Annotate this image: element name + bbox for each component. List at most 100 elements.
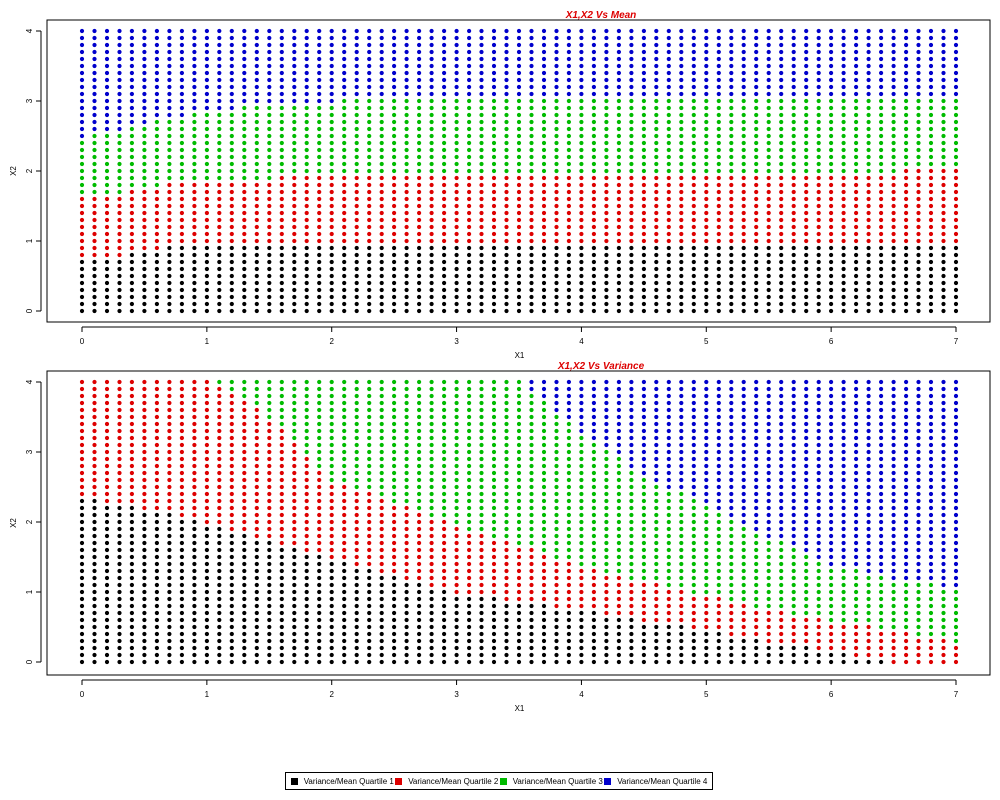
point-q2 bbox=[342, 533, 347, 539]
point-q3 bbox=[541, 505, 547, 511]
point-q2 bbox=[354, 561, 359, 567]
point-q2 bbox=[242, 224, 247, 230]
point-q1 bbox=[928, 287, 934, 293]
point-q2 bbox=[167, 231, 172, 237]
point-q3 bbox=[404, 140, 409, 146]
point-q2 bbox=[367, 540, 372, 546]
point-q1 bbox=[367, 610, 372, 616]
point-q4 bbox=[142, 77, 147, 83]
point-q3 bbox=[716, 161, 721, 167]
point-q1 bbox=[229, 624, 234, 630]
point-q1 bbox=[541, 631, 547, 637]
point-q1 bbox=[129, 603, 134, 609]
point-q1 bbox=[292, 582, 297, 588]
point-q1 bbox=[267, 659, 272, 665]
point-q4 bbox=[292, 77, 297, 83]
point-q2 bbox=[454, 526, 459, 532]
point-q3 bbox=[604, 463, 609, 469]
point-q2 bbox=[729, 224, 734, 230]
point-q2 bbox=[529, 217, 534, 223]
point-q4 bbox=[616, 435, 622, 441]
point-q2 bbox=[404, 238, 409, 244]
point-q2 bbox=[916, 182, 921, 188]
point-q4 bbox=[566, 35, 572, 41]
point-q1 bbox=[117, 582, 122, 588]
point-q3 bbox=[79, 161, 85, 167]
point-q1 bbox=[204, 294, 209, 300]
point-q3 bbox=[267, 133, 272, 139]
point-q2 bbox=[279, 224, 284, 230]
point-q3 bbox=[591, 112, 597, 118]
point-q2 bbox=[342, 554, 347, 560]
point-q1 bbox=[691, 652, 696, 658]
point-q3 bbox=[467, 491, 472, 497]
point-q3 bbox=[629, 484, 634, 490]
point-q1 bbox=[392, 280, 397, 286]
point-q3 bbox=[304, 140, 309, 146]
point-q1 bbox=[179, 575, 184, 581]
point-q4 bbox=[254, 56, 259, 62]
point-q4 bbox=[666, 35, 671, 41]
point-q4 bbox=[454, 77, 459, 83]
point-q2 bbox=[417, 540, 422, 546]
point-q3 bbox=[442, 379, 447, 385]
point-q3 bbox=[304, 421, 309, 427]
point-q4 bbox=[641, 442, 647, 448]
point-q2 bbox=[354, 526, 359, 532]
point-q3 bbox=[541, 119, 547, 125]
point-q3 bbox=[529, 161, 534, 167]
point-q3 bbox=[754, 119, 759, 125]
point-q1 bbox=[117, 589, 122, 595]
point-q1 bbox=[379, 308, 384, 314]
point-q2 bbox=[554, 582, 559, 588]
point-q2 bbox=[804, 203, 809, 209]
point-q4 bbox=[304, 84, 309, 90]
point-q4 bbox=[454, 84, 459, 90]
point-q2 bbox=[154, 379, 159, 385]
point-q2 bbox=[342, 505, 347, 511]
point-q2 bbox=[679, 175, 684, 181]
point-q4 bbox=[267, 49, 272, 55]
point-q4 bbox=[491, 42, 497, 48]
point-q1 bbox=[229, 575, 234, 581]
point-q1 bbox=[192, 259, 197, 265]
point-q3 bbox=[591, 519, 597, 525]
point-q1 bbox=[479, 603, 484, 609]
point-q1 bbox=[779, 273, 784, 279]
point-q3 bbox=[779, 154, 784, 160]
point-q2 bbox=[379, 498, 384, 504]
point-q4 bbox=[92, 77, 97, 83]
point-q3 bbox=[541, 526, 547, 532]
point-q2 bbox=[392, 210, 397, 216]
point-q3 bbox=[541, 491, 547, 497]
point-q3 bbox=[529, 498, 534, 504]
point-q1 bbox=[829, 294, 834, 300]
point-q1 bbox=[404, 617, 409, 623]
point-q3 bbox=[504, 133, 509, 139]
point-q2 bbox=[254, 442, 259, 448]
point-q4 bbox=[379, 35, 384, 41]
point-q4 bbox=[491, 63, 497, 69]
point-q4 bbox=[92, 49, 97, 55]
point-q1 bbox=[367, 659, 372, 665]
point-q4 bbox=[279, 98, 284, 104]
point-q1 bbox=[304, 659, 309, 665]
point-q1 bbox=[117, 294, 122, 300]
point-q2 bbox=[467, 582, 472, 588]
point-q3 bbox=[254, 161, 259, 167]
point-q3 bbox=[204, 112, 209, 118]
point-q1 bbox=[104, 273, 110, 279]
point-q1 bbox=[79, 561, 85, 567]
point-q2 bbox=[879, 196, 884, 202]
point-q1 bbox=[654, 624, 659, 630]
point-q3 bbox=[779, 147, 784, 153]
point-q1 bbox=[354, 568, 359, 574]
point-q2 bbox=[729, 238, 734, 244]
point-q1 bbox=[429, 266, 434, 272]
point-q2 bbox=[641, 582, 647, 588]
point-q2 bbox=[179, 428, 184, 434]
point-q4 bbox=[554, 77, 559, 83]
point-q2 bbox=[179, 498, 184, 504]
point-q2 bbox=[242, 526, 247, 532]
point-q1 bbox=[279, 273, 284, 279]
